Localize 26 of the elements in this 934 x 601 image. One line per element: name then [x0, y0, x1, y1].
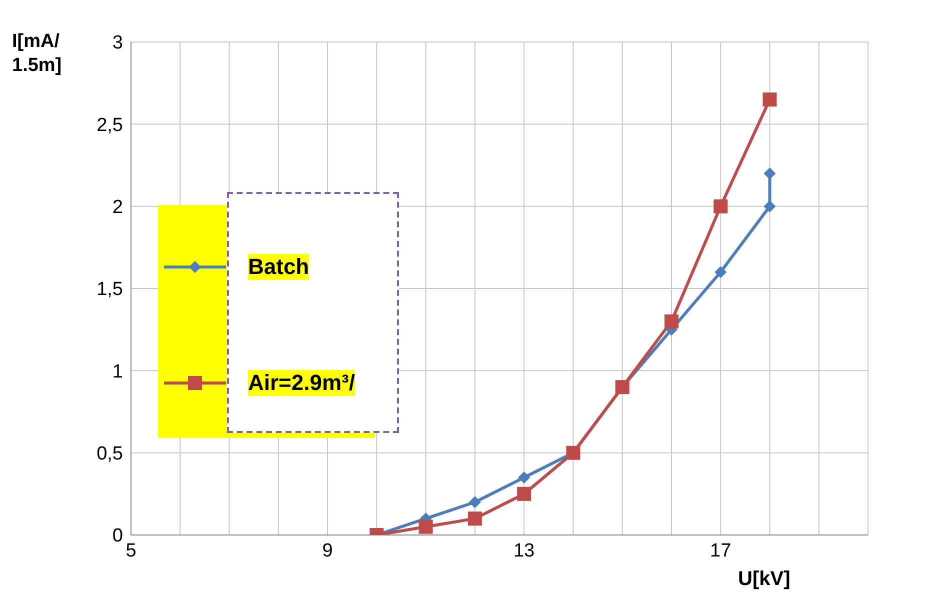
point	[664, 314, 678, 328]
x-axis-title: U[kV]	[738, 568, 790, 591]
x-tick-label: 17	[710, 540, 732, 562]
point	[418, 520, 433, 534]
y-tick-label: 2,5	[96, 114, 123, 136]
y-axis-title: I[mA/ 1.5m]	[12, 30, 63, 78]
y-tick-label: 1,5	[96, 279, 123, 300]
point	[762, 92, 777, 107]
point	[764, 167, 776, 180]
y-tick-label: 3	[112, 32, 123, 54]
x-tick-label: 9	[322, 540, 333, 562]
y-tick-label: 2	[112, 197, 123, 218]
point	[468, 512, 482, 526]
point	[714, 199, 728, 214]
legend-label: Batch	[248, 254, 310, 280]
point	[714, 266, 727, 278]
y-tick-label: 0,5	[96, 444, 123, 465]
x-tick-label: 5	[126, 540, 136, 562]
point	[518, 471, 530, 484]
point	[764, 200, 776, 212]
point	[468, 496, 481, 508]
legend-label: Air=2.9m³/	[248, 370, 355, 396]
point	[517, 486, 532, 501]
y-tick-label: 1	[112, 361, 123, 382]
y-tick-label: 0	[112, 526, 123, 547]
x-tick-label: 13	[513, 540, 535, 562]
